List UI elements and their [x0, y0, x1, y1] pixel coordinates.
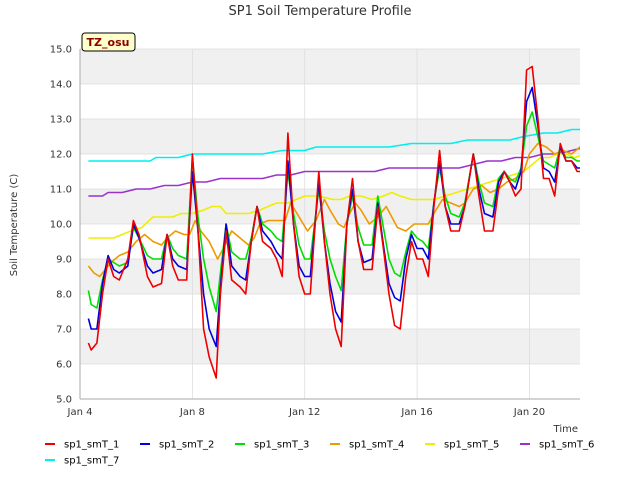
- legend-label-sp1_smT_1: sp1_smT_1: [64, 440, 119, 451]
- x-tick-label: Jan 8: [179, 407, 205, 418]
- legend-label-sp1_smT_5: sp1_smT_5: [444, 440, 499, 451]
- legend-label-sp1_smT_6: sp1_smT_6: [539, 440, 594, 451]
- x-tick-label: Jan 12: [288, 407, 320, 418]
- y-tick-label: 11.0: [50, 185, 72, 196]
- axes: [79, 49, 580, 400]
- plot-band: [80, 119, 580, 154]
- legend-label-sp1_smT_2: sp1_smT_2: [159, 440, 214, 451]
- series-lines: [87, 65, 580, 379]
- y-tick-label: 13.0: [50, 115, 72, 126]
- series-line-sp1_smT_7: [88, 128, 580, 162]
- y-axis-ticks: 5.0 6.0 7.0 8.0 9.0 10.0 11.0 12.0 13.0 14.0 15.0: [50, 45, 72, 406]
- series-line-sp1_smT_1: [87, 65, 580, 379]
- x-axis-ticks: Jan 4 Jan 8 Jan 12 Jan 16 Jan 20: [67, 407, 546, 418]
- legend-label-sp1_smT_3: sp1_smT_3: [254, 440, 309, 451]
- legend-label-sp1_smT_7: sp1_smT_7: [64, 456, 119, 467]
- y-tick-label: 15.0: [50, 45, 72, 56]
- x-tick-label: Jan 4: [67, 407, 93, 418]
- site-badge: TZ_osu: [81, 32, 136, 52]
- series-line-sp1_smT_5: [88, 153, 580, 239]
- y-tick-label: 7.0: [56, 325, 72, 336]
- legend-label-sp1_smT_4: sp1_smT_4: [349, 440, 404, 451]
- plot-band: [80, 189, 580, 224]
- y-tick-label: 14.0: [50, 80, 72, 91]
- y-axis-label: Soil Temperature (C): [9, 174, 20, 277]
- y-tick-label: 9.0: [56, 255, 72, 266]
- y-tick-label: 8.0: [56, 290, 72, 301]
- y-tick-label: 5.0: [56, 395, 72, 406]
- y-tick-label: 10.0: [50, 220, 72, 231]
- plot-band: [80, 329, 580, 364]
- series-line-sp1_smT_6: [88, 147, 580, 197]
- x-tick-label: Jan 16: [400, 407, 432, 418]
- legend: sp1_smT_1 sp1_smT_2 sp1_smT_3 sp1_smT_4 sp1_…: [45, 440, 594, 467]
- site-badge-text: TZ_osu: [87, 36, 130, 49]
- chart-title: SP1 Soil Temperature Profile: [229, 4, 412, 19]
- x-axis-label: Time: [553, 424, 578, 435]
- x-tick-label: Jan 20: [513, 407, 545, 418]
- y-tick-label: 12.0: [50, 150, 72, 161]
- site-badge-box: [81, 32, 136, 52]
- y-tick-label: 6.0: [56, 360, 72, 371]
- plot-band: [80, 49, 580, 84]
